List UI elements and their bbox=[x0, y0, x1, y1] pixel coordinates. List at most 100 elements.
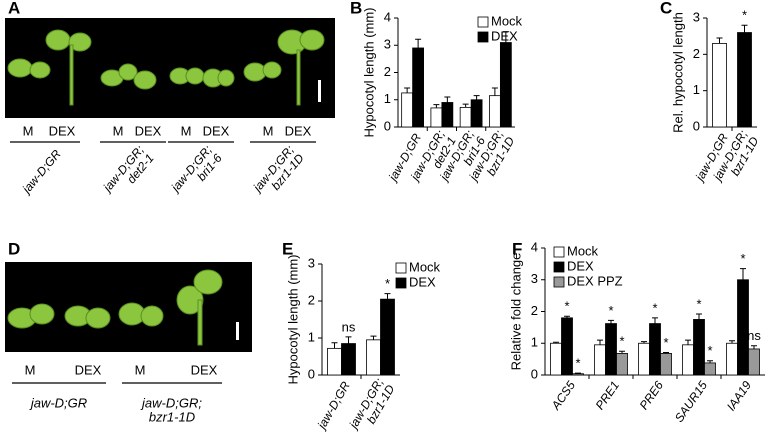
panel-letter: D bbox=[8, 239, 20, 258]
error-bar bbox=[564, 315, 570, 318]
treatment-label: DEX bbox=[203, 123, 230, 138]
significance-label: * bbox=[707, 343, 712, 358]
legend-label: DEX bbox=[409, 274, 436, 289]
significance-label: * bbox=[742, 8, 747, 23]
legend-label: DEX PPZ bbox=[567, 273, 623, 288]
bar bbox=[499, 42, 512, 128]
y-tick-label: 3 bbox=[693, 9, 700, 24]
significance-label: * bbox=[575, 356, 580, 371]
panel-letter: C bbox=[660, 0, 672, 17]
bar bbox=[693, 319, 705, 376]
significance-label: * bbox=[564, 299, 569, 314]
bar bbox=[649, 323, 661, 376]
bar bbox=[594, 344, 606, 376]
error-bar bbox=[502, 31, 509, 43]
photo-a bbox=[5, 18, 335, 118]
y-tick-label: 1 bbox=[693, 82, 700, 97]
treatment-label: M bbox=[135, 362, 146, 377]
bar bbox=[638, 342, 650, 376]
error-bar bbox=[707, 360, 713, 363]
legend-swatch bbox=[395, 277, 407, 289]
error-bar bbox=[641, 341, 647, 344]
error-bar bbox=[345, 336, 352, 344]
y-tick-label: 1 bbox=[531, 335, 538, 350]
error-bar bbox=[619, 350, 625, 354]
bar bbox=[726, 342, 738, 376]
significance-label: ns bbox=[342, 319, 356, 334]
y-tick-label: 4 bbox=[531, 239, 538, 254]
bar bbox=[605, 323, 617, 376]
legend-swatch bbox=[477, 16, 489, 28]
bar bbox=[550, 342, 562, 376]
panel-letter: B bbox=[350, 0, 362, 17]
y-tick-label: 0 bbox=[693, 118, 700, 133]
error-bar bbox=[729, 340, 735, 344]
x-tick-label: SAUR15 bbox=[672, 378, 710, 425]
panel-letter: E bbox=[282, 239, 293, 258]
y-tick-label: 2 bbox=[308, 292, 315, 307]
y-tick-label: 3 bbox=[308, 255, 315, 270]
error-bar bbox=[404, 87, 411, 93]
x-tick-label: IAA19 bbox=[724, 378, 754, 413]
seedlings bbox=[7, 29, 325, 106]
treatment-label: M bbox=[263, 123, 274, 138]
treatment-label: DEX bbox=[49, 123, 76, 138]
treatment-label: M bbox=[113, 123, 124, 138]
genotype-label: jaw-D;GR bbox=[18, 147, 64, 198]
y-tick-label: 2 bbox=[693, 46, 700, 61]
bar bbox=[366, 339, 381, 376]
y-axis-label: Relative fold change bbox=[508, 253, 523, 371]
error-bar bbox=[473, 95, 480, 100]
bar bbox=[430, 107, 443, 128]
significance-label: ns bbox=[747, 328, 761, 343]
significance-label: * bbox=[652, 300, 657, 315]
legend-swatch bbox=[477, 31, 489, 43]
bar bbox=[748, 348, 760, 376]
significance-label: * bbox=[740, 251, 745, 266]
bar bbox=[412, 47, 424, 128]
scale-bar bbox=[318, 80, 321, 102]
significance-label: * bbox=[663, 335, 668, 350]
error-bar bbox=[415, 38, 422, 48]
legend-swatch bbox=[553, 276, 565, 288]
error-bar bbox=[685, 339, 691, 345]
bar bbox=[616, 353, 628, 376]
photo-d bbox=[5, 262, 252, 352]
legend-swatch bbox=[553, 246, 565, 258]
error-bar bbox=[663, 351, 669, 354]
bar bbox=[704, 362, 716, 376]
significance-label: * bbox=[608, 303, 613, 318]
treatment-label: M bbox=[25, 362, 36, 377]
bar bbox=[737, 32, 752, 128]
panel-letter: F bbox=[512, 239, 522, 258]
treatment-label: DEX bbox=[285, 123, 312, 138]
error-bar bbox=[741, 24, 748, 33]
treatment-label: DEX bbox=[75, 362, 102, 377]
y-tick-label: 2 bbox=[384, 64, 391, 79]
legend-label: Mock bbox=[491, 13, 523, 28]
panel-letter: A bbox=[8, 0, 20, 17]
error-bar bbox=[462, 103, 469, 108]
error-bar bbox=[652, 317, 658, 324]
x-tick-label: PRE1 bbox=[593, 379, 622, 413]
error-bar bbox=[740, 268, 746, 280]
y-axis-label: Hypocotyl length (mm) bbox=[285, 254, 300, 384]
y-tick-label: 3 bbox=[384, 37, 391, 52]
y-tick-label: 0 bbox=[384, 118, 391, 133]
y-tick-label: 2 bbox=[531, 303, 538, 318]
error-bar bbox=[608, 319, 614, 324]
bar bbox=[561, 317, 573, 376]
legend-swatch bbox=[395, 262, 407, 274]
y-axis-label: Hypocotyl length (mm) bbox=[361, 7, 376, 137]
legend-label: Mock bbox=[409, 259, 441, 274]
bar bbox=[572, 373, 584, 376]
y-tick-label: 1 bbox=[308, 329, 315, 344]
bar bbox=[660, 353, 672, 376]
bar bbox=[380, 298, 395, 376]
error-bar bbox=[370, 335, 377, 340]
error-bar bbox=[444, 96, 451, 103]
error-bar bbox=[751, 345, 757, 349]
scale-bar bbox=[236, 322, 239, 340]
